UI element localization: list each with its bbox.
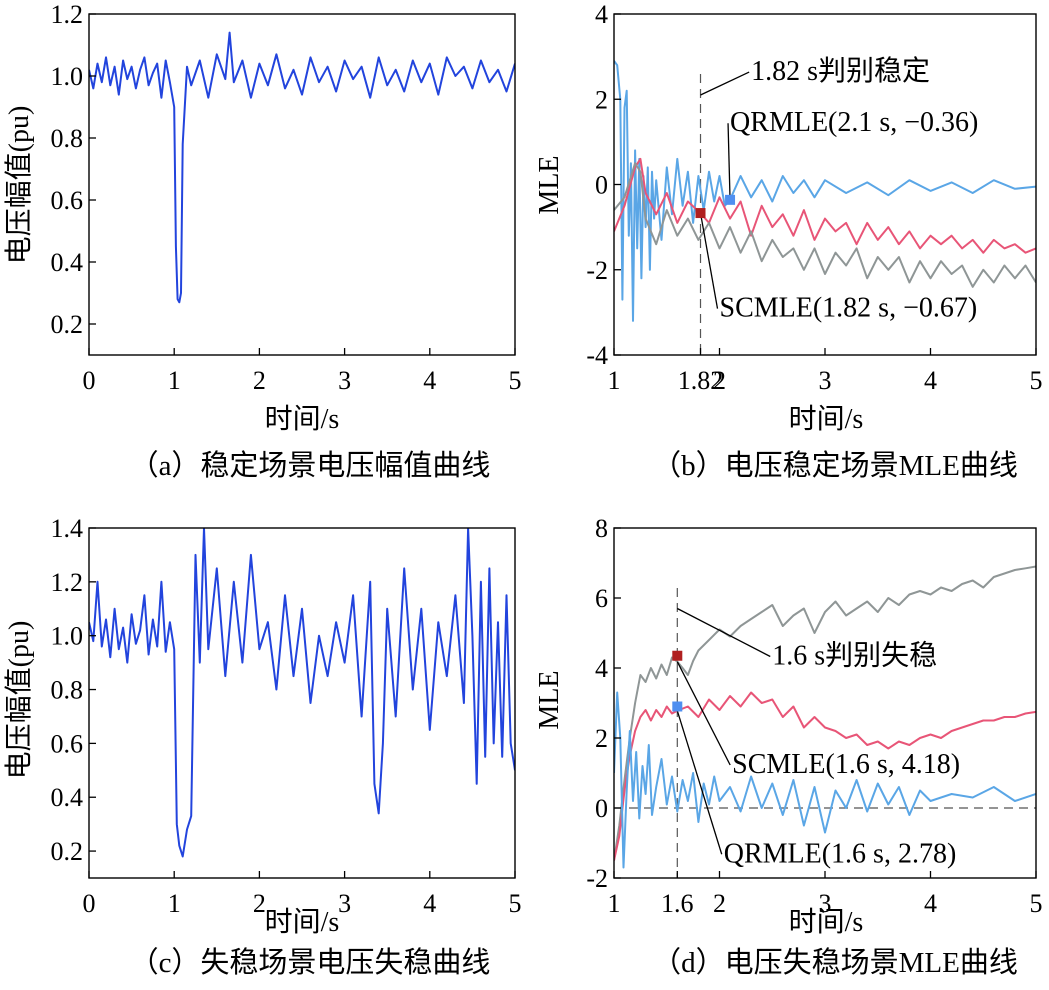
x-tick-label: 1.82 <box>678 366 724 395</box>
x-axis-label: 时间/s <box>789 906 864 938</box>
y-tick-label: 1.2 <box>51 0 84 29</box>
y-tick-label: 4 <box>595 654 608 683</box>
x-tick-label: 0 <box>83 889 96 918</box>
x-tick-label: 1.6 <box>661 889 694 918</box>
y-tick-label: 0.8 <box>51 124 84 153</box>
x-axis-label: 时间/s <box>265 906 340 938</box>
x-tick-label: 3 <box>338 366 351 395</box>
panel-a: 0 1 2 3 4 5 0.2 0.4 0.6 0.8 1.0 1.2 时间/s 电压幅值(pu) （a）稳… <box>3 0 522 482</box>
x-tick-label: 0 <box>83 366 96 395</box>
y-tick-label: 0.6 <box>51 729 84 758</box>
y-tick-label: 6 <box>595 584 608 613</box>
series-line-d-gray-0 <box>614 565 1036 861</box>
x-tick-label: 5 <box>1030 366 1043 395</box>
panel-caption: （a）稳定场景电压幅值曲线 <box>130 449 491 482</box>
y-tick-label: 0.4 <box>51 783 84 812</box>
y-axis-label: MLE <box>534 670 565 729</box>
y-tick-label: 0.6 <box>51 186 84 215</box>
annotation-label: 1.6 s判别失稳 <box>772 640 937 672</box>
y-tick-label: 4 <box>595 0 608 29</box>
data-marker <box>725 194 736 205</box>
x-tick-label: 1 <box>608 366 621 395</box>
data-marker <box>672 701 683 712</box>
annotation-leader <box>676 710 723 855</box>
annotation-leader <box>677 607 771 658</box>
annotation-label: 1.82 s判别稳定 <box>751 55 930 87</box>
x-tick-label: 3 <box>819 366 832 395</box>
y-axis-label: 电压幅值(pu) <box>3 106 35 265</box>
y-tick-label: 0.4 <box>51 248 84 277</box>
y-tick-label: 0 <box>595 171 608 200</box>
annotation-leader <box>676 661 731 766</box>
series-line-d-qrmle-2 <box>614 691 1036 869</box>
y-axis-label: 电压幅值(pu) <box>3 621 35 780</box>
x-tick-label: 5 <box>1030 889 1043 918</box>
annotation-leader <box>699 212 719 309</box>
y-tick-label: 0.2 <box>51 310 84 339</box>
series-line-b-gray-2 <box>614 162 1036 288</box>
x-tick-label: 3 <box>338 889 351 918</box>
x-tick-label: 4 <box>423 366 436 395</box>
panel-c: 0 1 2 3 4 5 0.2 0.4 0.6 0.8 1.0 1.2 1.4 时间/s 电压幅值(pu) （… <box>3 514 522 979</box>
x-tick-label: 1 <box>608 889 621 918</box>
y-tick-label: 1.0 <box>51 62 84 91</box>
y-tick-label: 1.2 <box>51 568 84 597</box>
panel-caption: （b）电压稳定场景MLE曲线 <box>652 449 1018 482</box>
series-line-d-scmle-1 <box>614 691 1036 861</box>
x-tick-label: 4 <box>924 889 937 918</box>
x-tick-label: 1 <box>168 889 181 918</box>
axes-frame <box>88 527 516 879</box>
x-axis-label: 时间/s <box>265 403 340 435</box>
x-axis-label: 时间/s <box>789 403 864 435</box>
data-marker <box>672 650 683 661</box>
y-tick-label: 0.8 <box>51 676 84 705</box>
y-tick-label: -2 <box>586 256 608 285</box>
y-tick-label: 1.0 <box>51 622 84 651</box>
x-tick-label: 3 <box>819 889 832 918</box>
annotation-label: SCMLE(1.6 s, 4.18) <box>732 749 960 780</box>
y-tick-label: 2 <box>595 724 608 753</box>
panel-caption: （d）电压失稳场景MLE曲线 <box>652 946 1018 979</box>
x-tick-label: 5 <box>509 366 522 395</box>
y-axis-label: MLE <box>534 155 565 214</box>
x-tick-label: 1 <box>168 366 181 395</box>
x-tick-label: 2 <box>713 366 726 395</box>
y-tick-label: -4 <box>586 341 608 370</box>
y-tick-label: 0.2 <box>51 837 84 866</box>
x-tick-label: 4 <box>423 889 436 918</box>
x-tick-label: 2 <box>253 889 266 918</box>
y-tick-label: 8 <box>595 514 608 543</box>
panel-d: 1 1.6 2 3 4 5 -2 0 2 4 6 8 1.6 s判别失稳 SCMLE(1.6 s, 4.1… <box>534 514 1043 979</box>
annotation-label: SCMLE(1.82 s, −0.67) <box>720 293 978 324</box>
data-marker <box>695 208 706 219</box>
series-line-c-电压幅值-0 <box>89 528 515 858</box>
x-tick-label: 2 <box>713 889 726 918</box>
annotation-leader <box>700 71 750 96</box>
y-tick-label: 0 <box>595 794 608 823</box>
panel-caption: （c）失稳场景电压失稳曲线 <box>130 946 491 979</box>
axes-frame <box>88 13 516 356</box>
series-line-b-qrmle-0 <box>614 60 1036 322</box>
x-tick-label: 5 <box>509 889 522 918</box>
annotation-label: QRMLE(2.1 s, −0.36) <box>730 107 978 138</box>
annotation-leader <box>727 123 731 200</box>
y-tick-label: -2 <box>586 864 608 893</box>
x-tick-label: 2 <box>253 366 266 395</box>
y-tick-label: 1.4 <box>51 514 84 543</box>
series-line-a-电压幅值-0 <box>89 31 515 304</box>
annotation-label: QRMLE(1.6 s, 2.78) <box>724 838 957 869</box>
x-tick-label: 4 <box>924 366 937 395</box>
series-line-b-scmle-1 <box>614 157 1036 254</box>
y-tick-label: 2 <box>595 85 608 114</box>
